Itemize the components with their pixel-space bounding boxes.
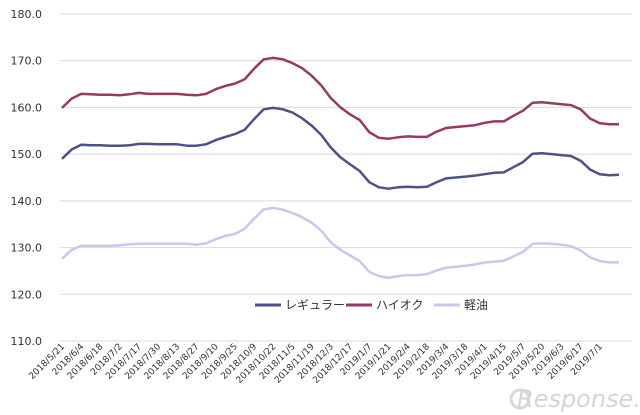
y-tick-label: 180.0 <box>11 8 43 21</box>
legend: レギュラー ハイオク 軽油 <box>255 298 488 312</box>
watermark: Response. <box>509 385 640 413</box>
y-tick-label: 130.0 <box>11 242 43 255</box>
legend-label-regular: レギュラー <box>285 298 345 312</box>
y-tick-label: 150.0 <box>11 148 43 161</box>
series-line-high-octane <box>61 56 619 140</box>
y-axis-ticks: 110.0 120.0 130.0 140.0 150.0 160.0 170.0 180.0 <box>11 8 43 348</box>
legend-label-diesel: 軽油 <box>464 298 488 312</box>
series-lines <box>61 56 620 280</box>
y-tick-label: 110.0 <box>11 335 43 348</box>
legend-label-high-octane: ハイオク <box>376 298 424 312</box>
gridlines <box>60 13 632 342</box>
watermark-text: Response. <box>517 385 640 413</box>
y-tick-label: 140.0 <box>11 195 43 208</box>
y-tick-label: 170.0 <box>11 55 43 68</box>
series-line-regular <box>61 106 620 190</box>
watermark-swirl-icon <box>509 388 531 410</box>
y-tick-label: 120.0 <box>11 288 43 301</box>
series-line-diesel <box>61 206 620 280</box>
x-axis-ticks: 2018/5/212018/6/42018/6/182018/7/22018/7… <box>27 342 605 386</box>
y-tick-label: 160.0 <box>11 101 43 114</box>
